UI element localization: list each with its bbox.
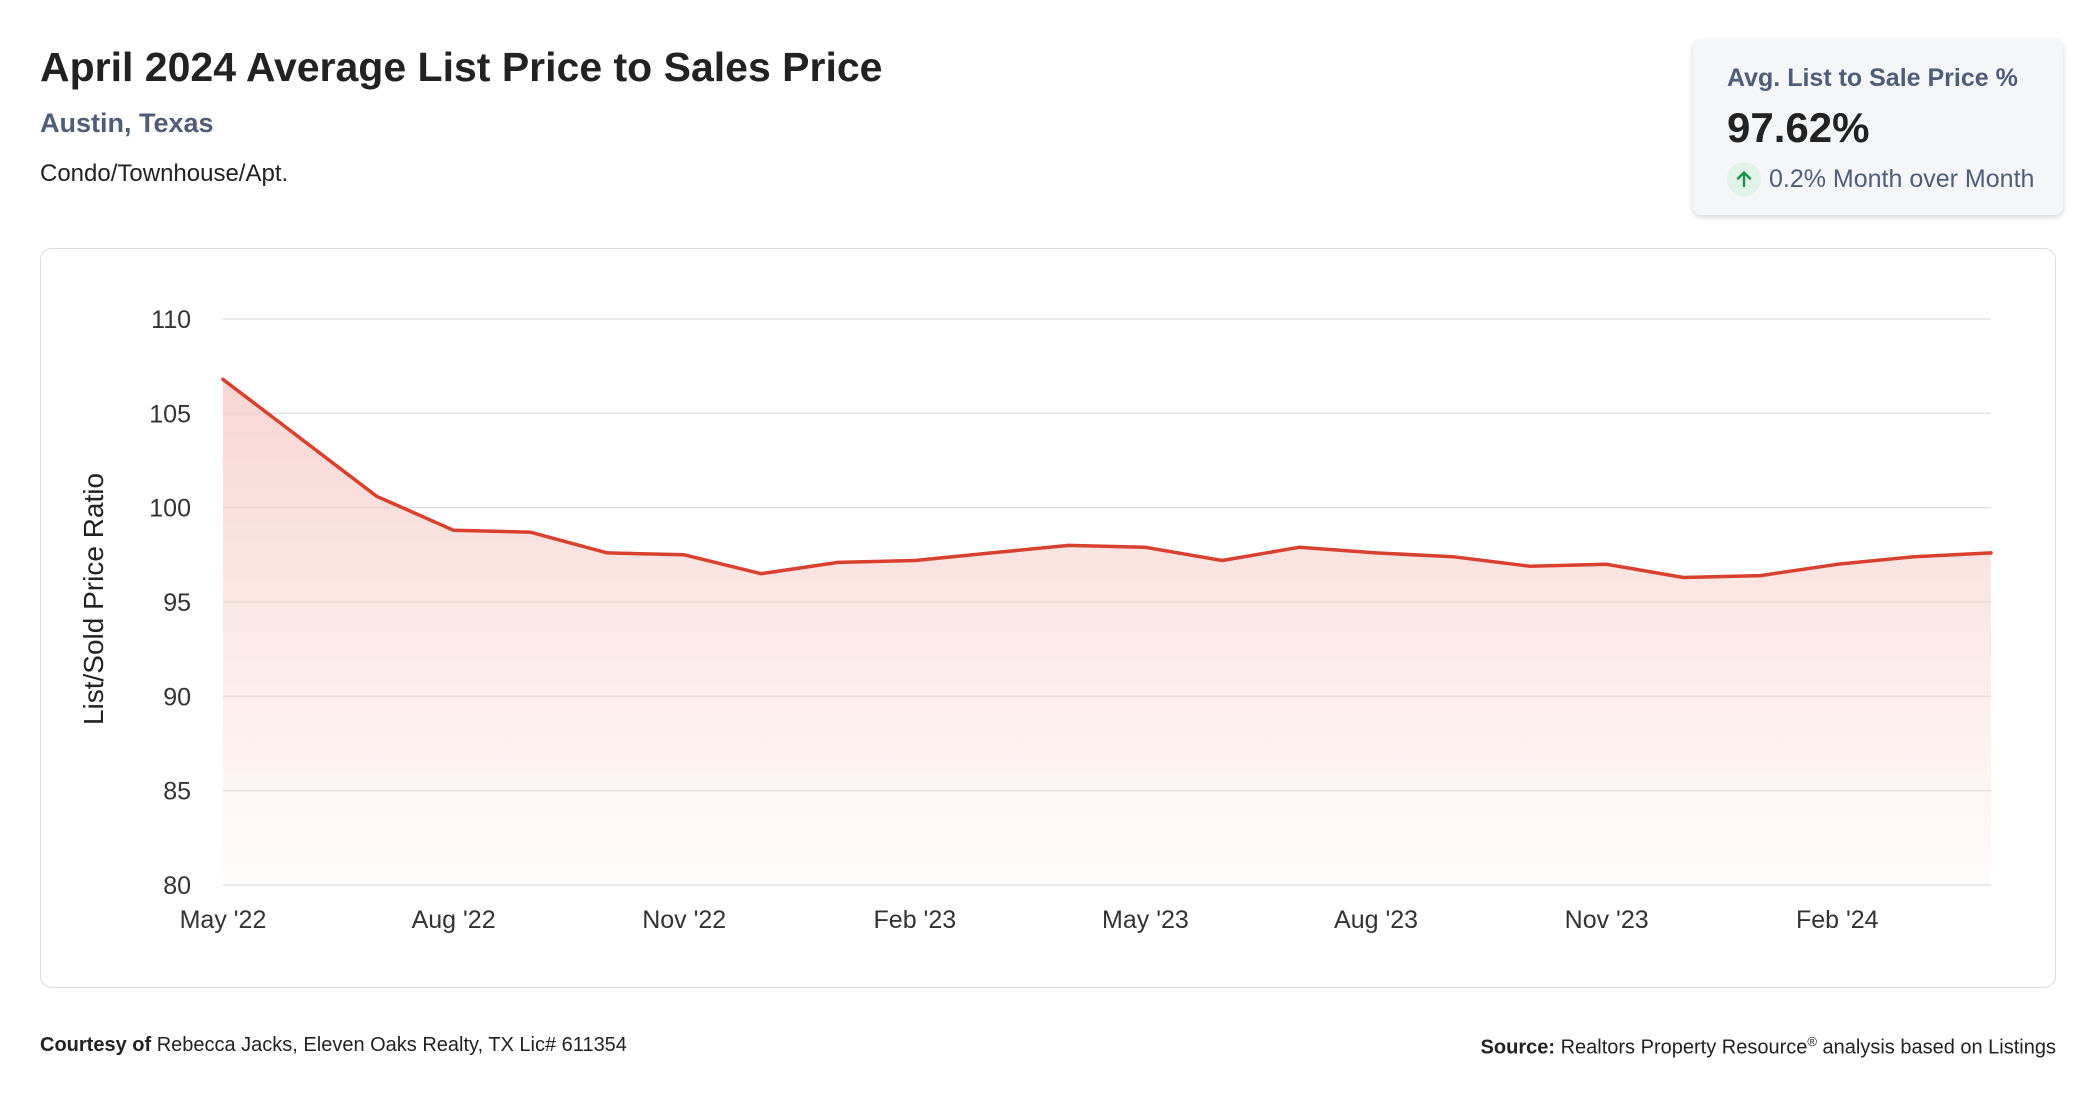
series-line <box>221 377 1993 580</box>
data-point[interactable] <box>1143 545 1148 549</box>
data-point[interactable] <box>1528 564 1532 568</box>
y-tick-label: 100 <box>149 495 191 523</box>
data-point[interactable] <box>1066 543 1071 547</box>
data-point[interactable] <box>913 558 917 563</box>
data-point[interactable] <box>759 572 763 576</box>
y-tick-label: 80 <box>163 872 191 900</box>
kpi-label: Avg. List to Sale Price % <box>1727 64 2018 92</box>
x-tick-label: Aug '23 <box>1334 906 1418 934</box>
courtesy-label: Courtesy of <box>40 1034 152 1056</box>
source-suffix: analysis based on Listings <box>1822 1036 2056 1059</box>
courtesy-text: Rebecca Jacks, Eleven Oaks Realty, TX Li… <box>156 1034 627 1056</box>
y-tick-label: 95 <box>163 589 191 617</box>
data-point[interactable] <box>1681 575 1686 580</box>
data-point[interactable] <box>1451 555 1455 559</box>
data-point[interactable] <box>682 553 686 557</box>
series-area <box>223 379 1991 885</box>
kpi-change: 0.2% Month over Month <box>1727 162 2034 196</box>
courtesy-footer: Courtesy of Rebecca Jacks, Eleven Oaks R… <box>40 1034 627 1057</box>
x-tick-label: Nov '23 <box>1565 906 1649 934</box>
y-axis-title: List/Sold Price Ratio <box>78 473 109 725</box>
y-tick-label: 110 <box>151 306 191 334</box>
x-tick-label: Feb '24 <box>1796 906 1879 934</box>
registered-mark: ® <box>1807 1034 1817 1049</box>
data-point[interactable] <box>1605 562 1609 566</box>
data-point[interactable] <box>1758 573 1762 578</box>
data-point[interactable] <box>298 436 302 440</box>
data-point[interactable] <box>1835 562 1839 566</box>
y-tick-label: 90 <box>163 683 191 711</box>
x-tick-label: May '23 <box>1102 906 1189 934</box>
data-point[interactable] <box>375 494 379 498</box>
x-tick-label: Feb '23 <box>874 906 957 934</box>
data-point[interactable] <box>605 551 609 555</box>
x-tick-label: Nov '22 <box>642 906 726 934</box>
data-point[interactable] <box>1297 545 1301 549</box>
source-footer: Source: Realtors Property Resource® anal… <box>1481 1034 2056 1060</box>
data-point[interactable] <box>1374 551 1378 555</box>
data-point[interactable] <box>1912 555 1916 559</box>
source-label: Source: <box>1480 1036 1556 1059</box>
kpi-change-text: 0.2% Month over Month <box>1769 164 2035 193</box>
location-subtitle: Austin, Texas <box>40 108 214 138</box>
page-title: April 2024 Average List Price to Sales P… <box>40 44 883 90</box>
chart-card: 80 85 90 95 100 105 110 May '22 Aug '22 Nov '22 F… <box>40 248 2056 988</box>
data-point[interactable] <box>836 560 840 564</box>
x-tick-label: Aug '22 <box>412 906 496 934</box>
data-point[interactable] <box>221 377 225 381</box>
arrow-up-icon <box>1727 162 1761 196</box>
x-tick-label: May '22 <box>180 906 267 934</box>
y-tick-label: 105 <box>149 400 191 428</box>
data-point[interactable] <box>1220 558 1224 563</box>
kpi-card: Avg. List to Sale Price % 97.62% 0.2% Mo… <box>1693 40 2063 215</box>
data-point[interactable] <box>528 530 533 534</box>
data-point[interactable] <box>1989 551 1993 555</box>
source-text: Realtors Property Resource <box>1560 1036 1808 1059</box>
data-point[interactable] <box>452 528 456 532</box>
data-point[interactable] <box>990 551 994 555</box>
kpi-value: 97.62% <box>1727 104 1870 151</box>
property-type-label: Condo/Townhouse/Apt. <box>40 160 289 187</box>
y-tick-label: 85 <box>163 778 191 806</box>
line-chart: 80 85 90 95 100 105 110 May '22 Aug '22 Nov '22 F… <box>78 306 1993 934</box>
